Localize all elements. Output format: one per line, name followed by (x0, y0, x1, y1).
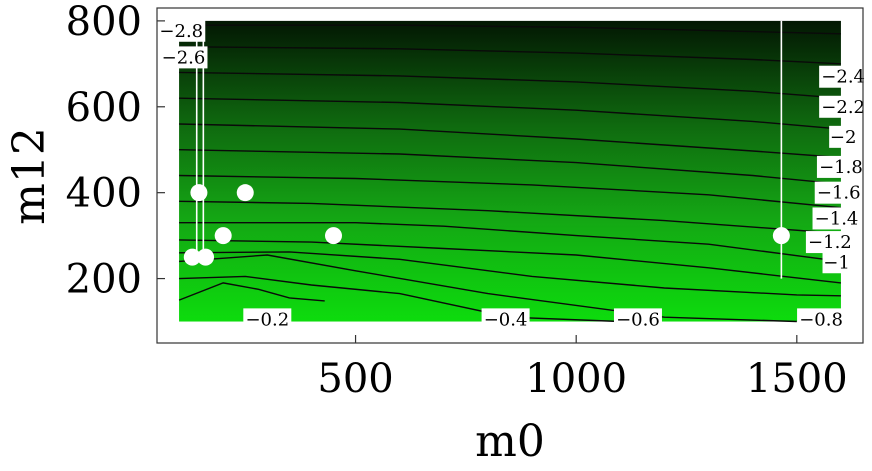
x-axis-title: m0 (475, 416, 545, 467)
contour-label-background (157, 19, 206, 42)
contour-label-text: −2 (830, 127, 857, 148)
y-axis-title: m12 (4, 127, 55, 225)
data-point (214, 227, 232, 245)
contour-label-text: −1.6 (817, 183, 861, 204)
contour-label: −2.8 (157, 19, 206, 42)
contour-line (178, 282, 325, 302)
contour-label-text: −0.6 (616, 309, 660, 330)
data-point (325, 227, 342, 245)
contour-label: −2.6 (159, 46, 208, 69)
y-tick-label: 800 (66, 0, 142, 45)
x-tick-label: 500 (317, 356, 393, 402)
data-point (197, 248, 215, 266)
contour-label-text: −2.2 (821, 97, 865, 118)
y-tick-label: 400 (66, 171, 142, 217)
contour-label-text: −1.2 (808, 232, 852, 253)
contour-label-background (805, 231, 854, 254)
contour-label-text: −0.2 (245, 309, 289, 330)
y-tick-label: 200 (66, 257, 142, 303)
contour-label-background (243, 308, 292, 331)
contour-label: −2.4 (819, 65, 868, 88)
contour-line (179, 254, 797, 323)
contour-label-text: −2.8 (159, 21, 203, 42)
contour-label: −2.2 (819, 95, 868, 118)
contour-label: −1 (822, 251, 851, 274)
data-point (236, 184, 254, 202)
x-tick-label: 1500 (746, 356, 848, 402)
contour-label: −2 (829, 125, 858, 148)
contour-field (179, 20, 841, 322)
contour-line (179, 239, 841, 284)
contour-label-background (829, 125, 858, 148)
contour-label: −0.8 (797, 308, 846, 331)
contour-label-text: −2.6 (162, 47, 206, 68)
y-tick-label: 600 (66, 85, 142, 131)
contour-label-background (812, 207, 861, 230)
contour-label-background (819, 65, 868, 88)
x-tick-label: 1000 (525, 356, 627, 402)
contour-label-background (822, 251, 851, 274)
contour-label: −1.8 (816, 155, 865, 178)
contour-label-background (613, 308, 662, 331)
contour-line (179, 251, 841, 297)
contour-label: −0.6 (613, 308, 662, 331)
contour-line (179, 200, 841, 235)
data-point (190, 184, 208, 202)
data-point (183, 248, 201, 266)
plot-frame (156, 7, 864, 344)
contour-label-text: −1 (823, 252, 850, 273)
contour-label-text: −0.8 (799, 309, 843, 330)
contour-label: −0.4 (481, 308, 530, 331)
contour-label: −1.4 (812, 207, 861, 230)
contour-label-text: −1.8 (819, 157, 863, 178)
contour-label-background (819, 95, 868, 118)
contour-label-background (816, 155, 865, 178)
contour-label: −1.6 (814, 181, 863, 204)
contour-label-background (797, 308, 846, 331)
contour-line (179, 222, 841, 263)
data-point (772, 227, 790, 245)
contour-label-text: −2.4 (821, 67, 865, 88)
contour-label-background (159, 46, 208, 69)
contour-label-background (481, 308, 530, 331)
contour-line (179, 174, 841, 209)
contour-label-background (814, 181, 863, 204)
contour-label-text: −0.4 (484, 309, 528, 330)
contour-label: −1.2 (805, 231, 854, 254)
contour-label-text: −1.4 (815, 208, 859, 229)
contour-label: −0.2 (243, 308, 292, 331)
